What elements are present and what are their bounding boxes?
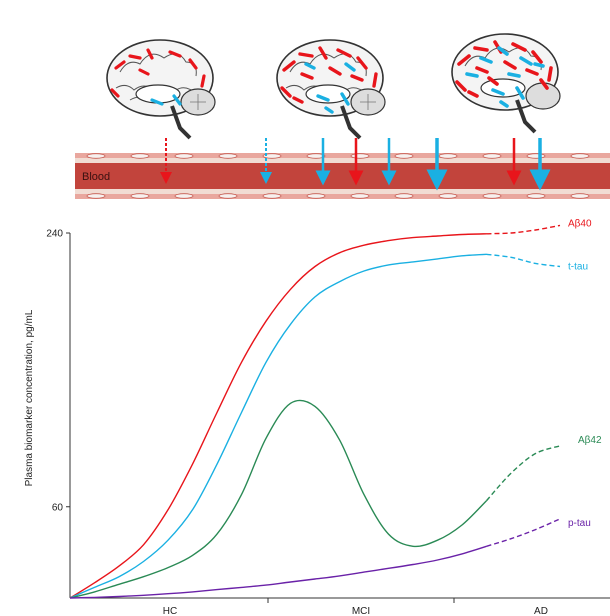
series-line-projected bbox=[486, 224, 561, 235]
blood-vessel: Blood bbox=[75, 153, 610, 199]
y-axis-title: Plasma biomarker concentration, pg/mL bbox=[24, 309, 35, 486]
series-line-solid bbox=[69, 233, 487, 599]
series-line-solid bbox=[69, 253, 487, 599]
series-label: p-tau bbox=[568, 518, 591, 529]
transport-arrows bbox=[160, 138, 551, 191]
brain-illustration-early bbox=[106, 39, 216, 140]
x-category-label: HC bbox=[163, 606, 177, 616]
x-category-label: MCI bbox=[352, 606, 370, 616]
series-line-projected bbox=[486, 253, 561, 268]
series-line-solid bbox=[69, 545, 487, 599]
series-label: Aβ40 bbox=[568, 218, 592, 229]
series-layer: Aβ40 t-tau Aβ42 p-tau bbox=[69, 218, 602, 599]
series-label: t-tau bbox=[568, 261, 588, 272]
blood-label: Blood bbox=[82, 171, 110, 183]
chart: 60 240 HC MCI AD Plasma biomarker concentra… bbox=[24, 218, 610, 616]
series-label: Aβ42 bbox=[578, 435, 602, 446]
y-axis-ticks: 60 240 bbox=[46, 229, 70, 513]
series-line-projected bbox=[486, 518, 561, 547]
series-line-solid bbox=[69, 399, 487, 599]
brain-illustration-middle bbox=[276, 39, 386, 140]
brain-illustration-late bbox=[451, 33, 561, 134]
x-category-label: AD bbox=[534, 606, 548, 616]
y-tick-label: 240 bbox=[46, 229, 63, 240]
x-axis-ticks: HC MCI AD bbox=[163, 598, 548, 616]
series-line-projected bbox=[485, 445, 561, 502]
y-tick-label: 60 bbox=[52, 502, 64, 513]
